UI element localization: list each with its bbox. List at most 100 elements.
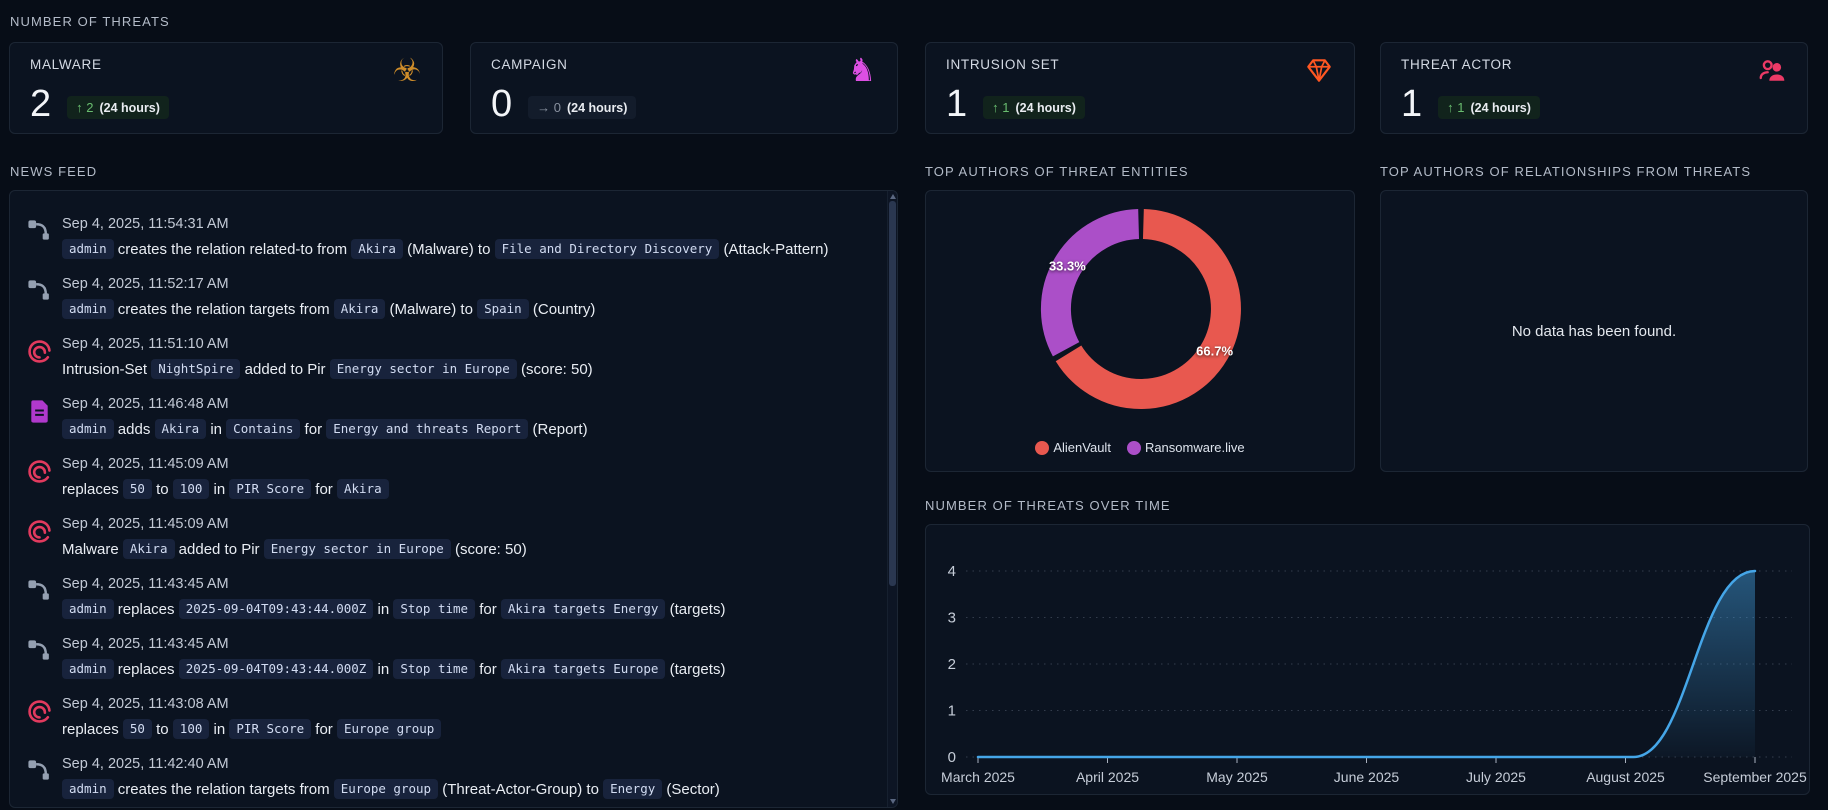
entity-chip: Akira targets Energy — [500, 599, 666, 619]
entity-chip: Akira — [122, 539, 175, 559]
legend-item[interactable]: Ransomware.live — [1126, 440, 1245, 455]
news-item-message: admin replaces 2025-09-04T09:43:44.000Z … — [62, 599, 725, 620]
news-feed-item: Sep 4, 2025, 11:42:40 AM admin creates th… — [26, 755, 867, 800]
biohazard-icon: ☣ — [392, 51, 422, 89]
top-authors-entities-label: TOP AUTHORS OF THREAT ENTITIES — [925, 164, 1189, 179]
card-title: THREAT ACTOR — [1401, 57, 1513, 72]
news-item-timestamp: Sep 4, 2025, 11:51:10 AM — [62, 336, 229, 352]
legend-label: AlienVault — [1053, 440, 1111, 455]
people-icon — [1755, 53, 1789, 87]
x-axis-tick-label: July 2025 — [1466, 769, 1526, 785]
entity-chip: File and Directory Discovery — [494, 239, 720, 259]
scrollbar-thumb[interactable] — [889, 201, 896, 586]
delta-badge: → 0 (24 hours) — [528, 96, 637, 119]
entity-chip: 100 — [172, 479, 210, 499]
flame-icon — [26, 518, 53, 545]
news-feed-item: Sep 4, 2025, 11:45:09 AM Malware Akira ad… — [26, 515, 867, 560]
intrusion-set-card: INTRUSION SET 1 ↑ 1 (24 hours) — [925, 42, 1355, 134]
donut-value-label: 66.7% — [1196, 344, 1233, 359]
threats-over-time-label: NUMBER OF THREATS OVER TIME — [925, 498, 1171, 513]
legend-dot — [1035, 440, 1050, 455]
entity-chip: Akira — [336, 479, 389, 499]
delta-badge: ↑ 2 (24 hours) — [67, 96, 169, 119]
diamond-icon — [1302, 53, 1336, 87]
card-value: 2 — [30, 83, 52, 125]
entity-chip: Akira — [154, 419, 207, 439]
y-axis-tick-label: 4 — [948, 563, 956, 580]
news-item-message: admin creates the relation targets from … — [62, 779, 720, 800]
entity-chip: PIR Score — [229, 719, 312, 739]
news-feed-item: Sep 4, 2025, 11:43:45 AM admin replaces 2… — [26, 575, 867, 620]
flame-icon — [26, 338, 53, 365]
scroll-down-icon[interactable] — [890, 799, 896, 804]
news-feed-item: Sep 4, 2025, 11:52:17 AM admin creates th… — [26, 275, 867, 320]
card-value: 1 — [1401, 83, 1423, 125]
donut-value-label: 33.3% — [1049, 258, 1086, 273]
entity-chip: 100 — [172, 719, 210, 739]
y-axis-tick-label: 3 — [948, 610, 956, 627]
news-feed-panel: Sep 4, 2025, 11:54:31 AM admin creates th… — [9, 190, 898, 808]
news-item-message: admin adds Akira in Contains for Energy … — [62, 419, 588, 440]
entity-chip: Energy sector in Europe — [329, 359, 517, 379]
news-feed-item: Sep 4, 2025, 11:51:10 AM Intrusion-Set Ni… — [26, 335, 867, 380]
news-item-message: admin creates the relation targets from … — [62, 299, 595, 320]
y-axis-tick-label: 2 — [948, 656, 956, 673]
entity-chip: Akira — [333, 299, 386, 319]
data-line — [976, 569, 1757, 759]
no-data-text: No data has been found. — [1511, 322, 1677, 340]
threat-actor-card: THREAT ACTOR 1 ↑ 1 (24 hours) — [1380, 42, 1808, 134]
y-axis-tick-label: 0 — [948, 749, 956, 766]
donut-slice — [1040, 209, 1140, 357]
top-authors-relationships-label: TOP AUTHORS OF RELATIONSHIPS FROM THREAT… — [1380, 164, 1752, 179]
news-item-message: admin replaces 2025-09-04T09:43:44.000Z … — [62, 659, 725, 680]
news-item-timestamp: Sep 4, 2025, 11:46:48 AM — [62, 396, 229, 412]
news-item-message: Intrusion-Set NightSpire added to Pir En… — [62, 359, 593, 379]
card-title: CAMPAIGN — [491, 57, 568, 72]
y-axis-tick-label: 1 — [948, 703, 956, 720]
report-icon — [26, 398, 53, 425]
news-item-message: replaces 50 to 100 in PIR Score for Euro… — [62, 719, 442, 740]
top-authors-entities-panel: 66.7% 33.3% AlienVault Ransomware.live — [925, 190, 1355, 472]
x-axis-tick-label: April 2025 — [1076, 769, 1139, 785]
entity-chip: PIR Score — [229, 479, 312, 499]
entity-chip: Akira targets Europe — [500, 659, 666, 679]
entity-chip: Energy sector in Europe — [263, 539, 451, 559]
relationship-icon — [26, 758, 53, 785]
news-feed-item: Sep 4, 2025, 11:43:08 AM replaces 50 to 1… — [26, 695, 867, 740]
card-title: INTRUSION SET — [946, 57, 1060, 72]
news-item-timestamp: Sep 4, 2025, 11:43:08 AM — [62, 696, 229, 712]
entity-chip: 50 — [122, 719, 152, 739]
relationship-icon — [26, 578, 53, 605]
news-feed-label: NEWS FEED — [10, 164, 98, 179]
entity-chip: admin — [62, 779, 114, 799]
news-item-timestamp: Sep 4, 2025, 11:52:17 AM — [62, 276, 229, 292]
x-axis-tick-label: March 2025 — [941, 769, 1015, 785]
threats-over-time-panel: 4 3 2 1 0 March 2025 April 2025 May 2025 June 20… — [925, 524, 1810, 795]
entity-chip: Stop time — [393, 599, 476, 619]
area-chart: 4 3 2 1 0 March 2025 April 2025 May 2025 June 20… — [941, 563, 1807, 785]
donut-chart: 66.7% 33.3% — [1040, 209, 1241, 409]
legend-item[interactable]: AlienVault — [1035, 440, 1111, 455]
news-item-timestamp: Sep 4, 2025, 11:43:45 AM — [62, 576, 229, 592]
legend-label: Ransomware.live — [1144, 440, 1245, 455]
x-axis-tick-label: September 2025 — [1703, 769, 1807, 785]
news-item-timestamp: Sep 4, 2025, 11:43:45 AM — [62, 636, 229, 652]
card-title: MALWARE — [30, 57, 102, 72]
entity-chip: Energy and threats Report — [326, 419, 529, 439]
news-item-timestamp: Sep 4, 2025, 11:54:31 AM — [62, 216, 229, 232]
x-axis-tick-label: August 2025 — [1586, 769, 1665, 785]
scroll-up-icon[interactable] — [890, 194, 896, 199]
entity-chip: Energy — [603, 779, 663, 799]
entity-chip: Spain — [477, 299, 529, 319]
campaign-card: CAMPAIGN ♞ 0 → 0 (24 hours) — [470, 42, 898, 134]
donut-legend: AlienVault Ransomware.live — [926, 440, 1354, 455]
news-item-timestamp: Sep 4, 2025, 11:45:09 AM — [62, 456, 229, 472]
entity-chip: 2025-09-04T09:43:44.000Z — [178, 599, 374, 619]
area-fill — [978, 571, 1755, 757]
delta-badge: ↑ 1 (24 hours) — [983, 96, 1085, 119]
entity-chip: 50 — [122, 479, 152, 499]
news-feed-scrollbar[interactable] — [887, 191, 897, 807]
flame-icon — [26, 458, 53, 485]
chess-knight-icon: ♞ — [847, 51, 877, 89]
news-item-timestamp: Sep 4, 2025, 11:45:09 AM — [62, 516, 229, 532]
